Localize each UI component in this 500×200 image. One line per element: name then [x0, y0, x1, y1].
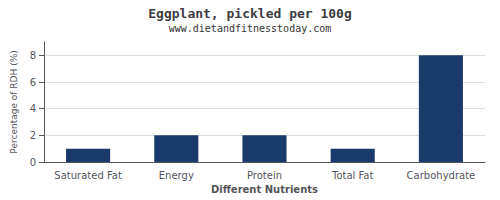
- svg-text:0: 0: [30, 157, 36, 168]
- svg-text:Energy: Energy: [159, 170, 194, 181]
- svg-text:www.dietandfitnesstoday.com: www.dietandfitnesstoday.com: [169, 23, 332, 34]
- svg-text:Percentage of RDH (%): Percentage of RDH (%): [9, 50, 19, 153]
- svg-text:6: 6: [30, 77, 36, 88]
- svg-text:8: 8: [30, 50, 36, 61]
- svg-text:4: 4: [30, 103, 36, 114]
- svg-text:Saturated Fat: Saturated Fat: [54, 170, 122, 181]
- svg-text:Different Nutrients: Different Nutrients: [211, 184, 318, 195]
- svg-text:Carbohydrate: Carbohydrate: [407, 170, 476, 181]
- svg-text:Eggplant, pickled per 100g: Eggplant, pickled per 100g: [148, 6, 352, 21]
- svg-text:2: 2: [30, 130, 36, 141]
- svg-text:Protein: Protein: [247, 170, 282, 181]
- svg-text:Total Fat: Total Fat: [331, 170, 373, 181]
